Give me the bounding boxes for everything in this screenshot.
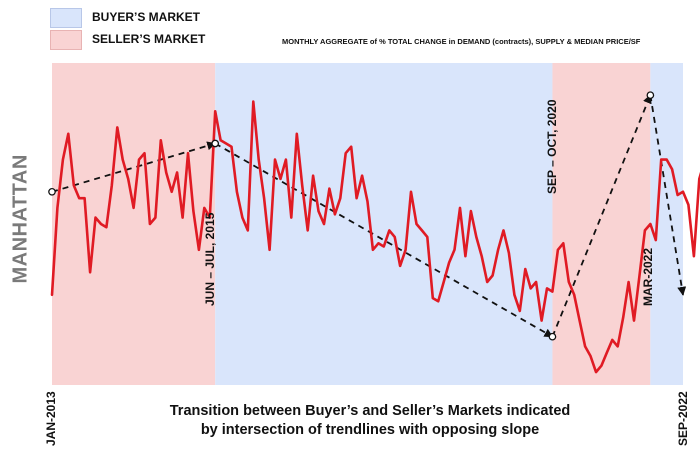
trend-point-3 [646, 91, 655, 100]
annotation-jun-jul-2015: JUN – JUL, 2015 [203, 212, 217, 306]
legend-sellers-label: SELLER’S MARKET [92, 32, 206, 46]
legend-buyers-label: BUYER’S MARKET [92, 10, 201, 24]
trend-point-1 [211, 139, 220, 148]
trendline-1 [214, 142, 554, 338]
region-sellers-2 [552, 63, 651, 385]
trend-point-2 [548, 332, 557, 341]
region-buyers-3 [650, 63, 683, 385]
annotation-mar-2022: MAR-2022 [641, 247, 655, 306]
region-sellers-0 [52, 63, 216, 385]
chart-subtitle: MONTHLY AGGREGATE of % TOTAL CHANGE in D… [282, 37, 641, 46]
market-regions [52, 63, 683, 385]
x-axis-start-label: JAN-2013 [44, 391, 58, 446]
data-series [50, 100, 700, 374]
caption-line-2: by intersection of trendlines with oppos… [200, 422, 540, 438]
legend-buyers-swatch [50, 8, 82, 28]
trendlines [51, 94, 687, 338]
x-axis-end-label: SEP-2022 [676, 391, 690, 446]
annotation-sep-oct-2020: SEP – OCT, 2020 [545, 99, 559, 195]
trend-markers [48, 91, 655, 341]
caption-line-1: Transition between Buyer’s and Seller’s … [169, 403, 571, 419]
trend-point-0 [48, 187, 56, 196]
trendline-3 [649, 95, 687, 296]
series-line-0 [50, 100, 700, 374]
legend-sellers-swatch [50, 30, 82, 50]
y-axis-label: MANHATTAN [9, 154, 32, 284]
